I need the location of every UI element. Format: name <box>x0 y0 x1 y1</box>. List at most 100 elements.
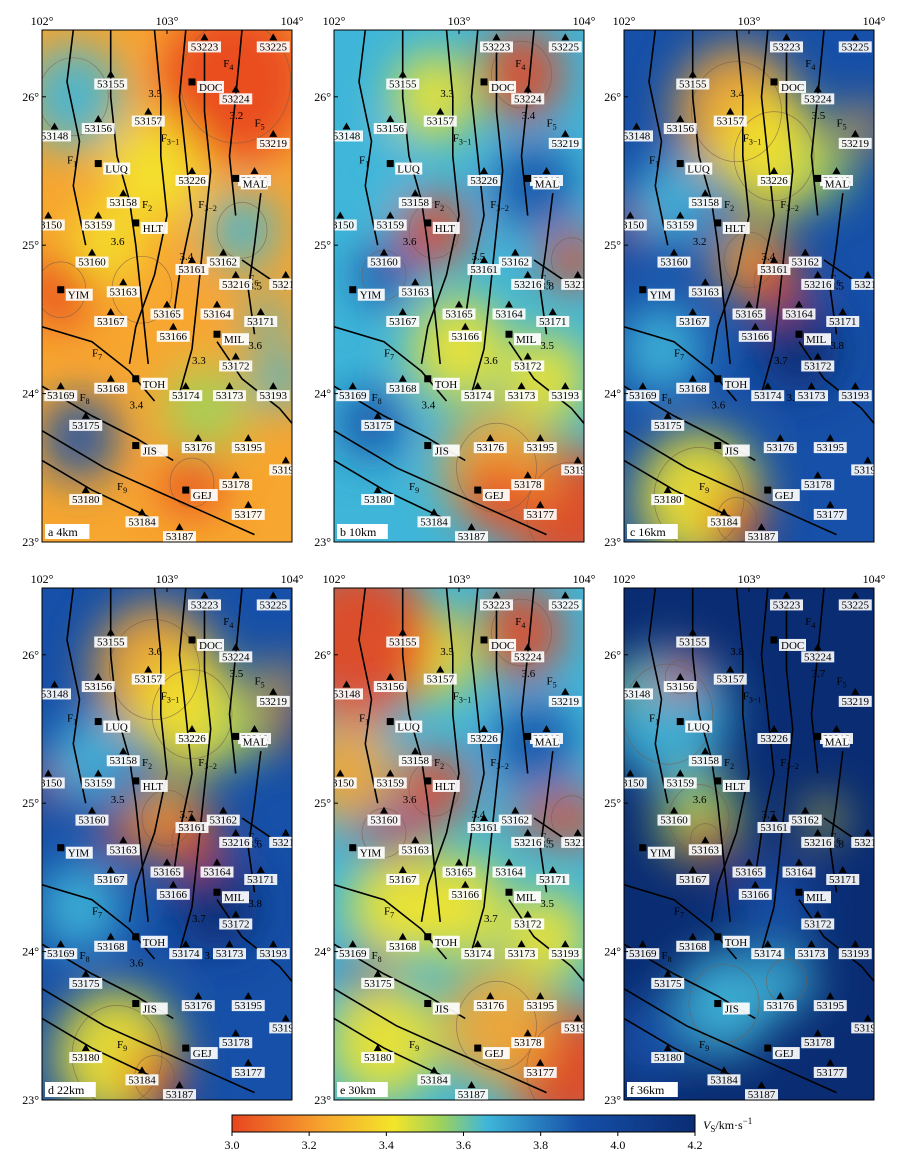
lat-tick: 23° <box>314 1093 331 1107</box>
station-square <box>770 78 778 86</box>
station-triangle <box>676 673 685 681</box>
station-triangle <box>106 307 115 315</box>
fault-label: F3−2 <box>490 199 509 213</box>
station-label: MAL <box>535 736 560 748</box>
station-label: 53150 <box>35 220 63 232</box>
fault-label: F2 <box>434 757 444 771</box>
station-label: 53157 <box>427 674 455 686</box>
station-triangle <box>851 940 860 948</box>
station-label: MIL <box>224 334 244 346</box>
station-label-bg <box>738 888 772 900</box>
station-label: 53219 <box>260 138 288 150</box>
station-triangle <box>757 523 766 531</box>
station-label: GEJ <box>193 490 213 502</box>
caption-bg <box>45 524 90 539</box>
station-label-bg <box>473 442 507 454</box>
station-label-bg <box>473 1000 507 1012</box>
station-label: DOC <box>491 640 514 652</box>
station-triangle <box>676 115 685 123</box>
station-label-bg <box>373 777 407 789</box>
station-triangle <box>244 434 253 442</box>
station-label: 53158 <box>110 197 138 209</box>
station-label: 53198 <box>564 464 592 476</box>
station-triangle <box>813 910 822 918</box>
station-label-bg <box>175 732 209 744</box>
station-label: DOC <box>199 640 222 652</box>
station-label: 53219 <box>552 696 580 708</box>
station-label-bg <box>676 873 710 885</box>
caption-bg <box>627 524 678 539</box>
station-label: 53180 <box>364 1052 392 1064</box>
fault-label: F1 <box>649 713 659 727</box>
lon-tick: 104° <box>863 572 886 586</box>
lat-tick: 26° <box>604 90 621 104</box>
station-triangle <box>776 992 785 1000</box>
station-label: 53173 <box>798 390 826 402</box>
station-label-bg <box>131 115 165 127</box>
panels-layer: F1F2F3−1F3−2F4F5F6F7F8F93.53.23.63.43.53… <box>22 14 886 1107</box>
station-triangle <box>144 107 153 115</box>
station-triangle <box>231 85 240 93</box>
fault-label: F1 <box>649 155 659 169</box>
station-label-bg <box>467 264 501 276</box>
station-triangle <box>511 248 520 256</box>
station-label: 53171 <box>829 874 857 886</box>
station-label: 53168 <box>679 941 707 953</box>
panel-b: F1F2F3−1F3−2F4F5F6F7F8F93.33.43.63.53.83… <box>314 14 595 549</box>
station-label-bg <box>140 1002 168 1015</box>
station-label-bg <box>801 836 835 848</box>
station-label-bg <box>548 599 582 611</box>
station-label-bg <box>561 464 584 476</box>
caption-bg <box>627 1082 678 1097</box>
station-square <box>213 888 221 896</box>
station-label-bg <box>663 681 697 693</box>
panel-caption: b 10km <box>340 525 377 539</box>
station-label-bg <box>651 419 685 431</box>
station-label-bg <box>140 221 168 234</box>
station-square <box>94 718 102 726</box>
lat-tick: 25° <box>604 238 621 252</box>
colorbar-gradient <box>231 1114 696 1133</box>
station-label: 53195 <box>527 1000 555 1012</box>
fault-label: F3−2 <box>198 199 217 213</box>
station-triangle <box>517 940 526 948</box>
station-label-bg <box>838 599 872 611</box>
station-label-bg <box>448 888 482 900</box>
station-label-bg <box>432 779 460 792</box>
station-square <box>714 933 722 941</box>
station-label: 53156 <box>85 681 113 693</box>
station-label: 53177 <box>527 1067 555 1079</box>
station-label: LUQ <box>397 164 420 176</box>
caption-bg <box>45 1082 96 1097</box>
station-label-bg <box>386 382 420 394</box>
station-square <box>132 375 140 383</box>
station-square <box>474 1044 482 1052</box>
station-label-bg <box>851 836 874 848</box>
station-label: 53193 <box>260 390 288 402</box>
contour-label: 3.4 <box>422 399 436 411</box>
station-square <box>424 933 432 941</box>
station-label: 53163 <box>402 844 430 856</box>
station-label-bg <box>361 1052 395 1064</box>
station-triangle <box>663 969 672 977</box>
fault-label: F2 <box>142 757 152 771</box>
velocity-field: F1F2F3−1F3−2F4F5F6F7F8F93.53.63.63.43.53… <box>334 588 584 1100</box>
station-label-bg <box>190 1047 218 1060</box>
contour-label: 3.8 <box>830 340 844 352</box>
station-label-bg <box>536 315 570 327</box>
station-triangle <box>688 932 697 940</box>
station-square <box>132 442 140 450</box>
station-triangle <box>573 270 582 278</box>
station-label-bg <box>651 494 685 506</box>
station-triangle <box>782 591 791 599</box>
panel-caption: d 22km <box>48 1083 85 1097</box>
station-label: YIM <box>650 848 672 860</box>
station-triangle <box>663 1044 672 1052</box>
station-label-bg <box>442 308 476 320</box>
contour-label: 3.6 <box>111 236 125 248</box>
station-triangle <box>813 828 822 836</box>
station-triangle <box>436 107 445 115</box>
station-label-bg <box>240 177 268 190</box>
station-label-bg <box>219 278 253 290</box>
station-triangle <box>373 486 382 494</box>
